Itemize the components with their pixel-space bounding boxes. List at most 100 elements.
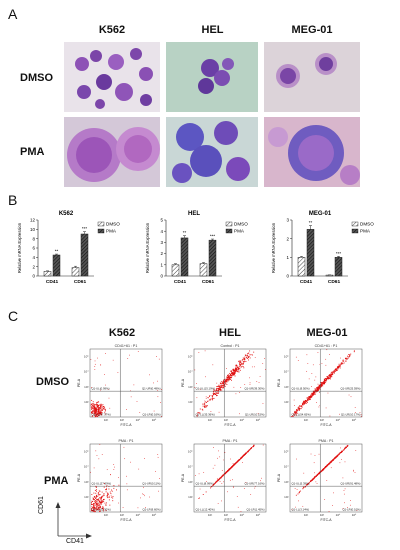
quadrant-label-ll: Q1-LL(62.30%) [92,508,111,512]
x-tick-label: 10⁵ [352,513,357,517]
bar-pma-cd41 [52,254,61,277]
y-tick-label: 4 [32,255,35,260]
category-label: CD61 [202,279,215,285]
y-tick-label: 12 [30,218,36,223]
significance-label: *** [82,226,88,231]
x-tick-label: 10⁴ [136,418,141,422]
y-tick-label: 1 [160,262,163,267]
quadrant-label-ll: Q1-LL(97.37%) [92,413,111,417]
flow-plot-header: PMA : P1 [319,439,334,443]
quadrant-label-ul: Q1-UL(27.99%) [92,482,112,486]
col-title-meg01: MEG-01 [291,24,333,36]
y-tick-label: 2 [32,264,35,269]
flow-events [291,349,362,418]
significance-label: ** [55,249,59,254]
legend-label: PMA [360,229,371,234]
y-tick-label: 10⁵ [84,355,89,359]
y-tick-label: 10³ [284,385,288,389]
y-tick-label: 10² [284,495,288,499]
flow-x-axis-label: FITC-A [121,518,133,522]
bar-chart-meg01: MEG-01 0 1 2 3 Relative mRNA Expression ** CD41… [271,211,374,285]
y-tick-label: 10² [84,400,88,404]
quadrant-label-ur: Q1-UR(25.59%) [340,387,360,391]
y-tick-label: 10³ [188,385,192,389]
flow-y-axis-label: PE-A [77,378,81,387]
flow-plot-header: PMA : P1 [223,439,238,443]
legend-label: DMSO [234,222,248,227]
micrograph-meg01-pma [264,117,360,187]
x-tick-label: 10⁴ [336,513,341,517]
bar-dmso-cd61 [325,274,334,277]
flow-row-title-pma: PMA [44,475,69,487]
bar-dmso-cd61 [71,267,80,277]
quadrant-label-lr: Q1-LR(9.60%) [142,508,160,512]
y-tick-label: 10⁵ [188,355,193,359]
significance-label: *** [336,251,342,256]
quadrant-label-ul: Q1-UL(0.99%) [92,387,110,391]
y-axis-label: Relative mRNA Expression [17,222,22,273]
x-tick-label: 10⁵ [256,418,261,422]
y-tick-label: 10² [84,495,88,499]
outer-axis-x-label: CD41 [66,538,84,545]
bar-pma-cd41 [180,237,189,277]
chart-title: HEL [188,211,200,217]
y-tick-label: 6 [32,246,35,251]
y-tick-label: 10² [188,495,192,499]
x-tick-label: 10³ [320,513,324,517]
micrograph-k562-pma [64,117,160,187]
bar-pma-cd61 [208,239,217,277]
y-tick-label: 1 [286,255,289,260]
y-tick-label: 5 [160,218,163,223]
category-label: CD41 [46,279,59,285]
y-tick-label: 10⁴ [84,370,89,374]
legend-label: PMA [106,229,117,234]
flow-plot-header: CD41+61 : P1 [315,344,338,348]
y-tick-label: 0 [286,274,289,279]
bar-chart-hel: HEL 0 1 2 3 4 5 Relative mRNA Expression ** CD41 *… [145,211,248,285]
flow-plot-frame [289,443,363,513]
outer-axis-y-label: CD61 [38,496,45,514]
flow-plot-frame [289,348,363,418]
col-title-hel: HEL [201,24,224,36]
bar-pma-cd61 [80,233,89,277]
flow-y-axis-label: PE-A [277,378,281,387]
flow-x-axis-label: FITC-A [321,423,333,427]
legend-swatch [351,221,359,227]
chart-title: K562 [59,211,74,217]
flow-plot-header: PMA : P1 [119,439,134,443]
quadrant-label-lr: Q1-LR(10.17%) [341,413,361,417]
flow-y-axis-label: PE-A [181,473,185,482]
y-tick-label: 10⁴ [188,370,193,374]
quadrant-label-ur: Q1-UR(0.49%) [142,387,161,391]
micrograph-meg01-dmso [264,42,360,112]
flow-y-axis-label: PE-A [181,378,185,387]
quadrant-label-lr: Q1-LR(10.15%) [245,413,265,417]
category-label: CD61 [74,279,87,285]
flow-events [194,350,266,417]
flow-x-axis-label: FITC-A [121,423,133,427]
flow-plot-frame [89,443,163,513]
legend-swatch [225,228,233,234]
x-tick-label: 10⁴ [136,513,141,517]
flow-events [195,444,264,512]
flow-row-title-dmso: DMSO [36,376,69,388]
significance-label: ** [309,220,313,225]
y-tick-label: 10³ [84,385,88,389]
significance-label: *** [210,234,216,239]
flow-plot-header: Control : P1 [221,344,240,348]
x-tick-label: 10² [208,513,212,517]
x-tick-label: 10⁵ [352,418,357,422]
quadrant-label-lr: Q1-LR(1.45%) [246,508,264,512]
y-tick-label: 10⁵ [284,355,289,359]
y-tick-label: 10³ [84,480,88,484]
quadrant-label-ur: Q1-UR(0.11%) [142,482,160,486]
y-tick-label: 10⁴ [284,465,289,469]
flow-x-axis-label: FITC-A [225,518,237,522]
category-label: CD61 [328,279,341,285]
x-tick-label: 10² [304,513,308,517]
flow-plot-hel-dmso: Control : P1 Q1-UL(15.19%) Q1-UR(39.30%) Q1… [181,344,267,427]
y-tick-label: 3 [286,218,289,223]
y-tick-label: 2 [286,236,289,241]
legend-label: DMSO [360,222,374,227]
flow-y-axis-label: PE-A [277,473,281,482]
